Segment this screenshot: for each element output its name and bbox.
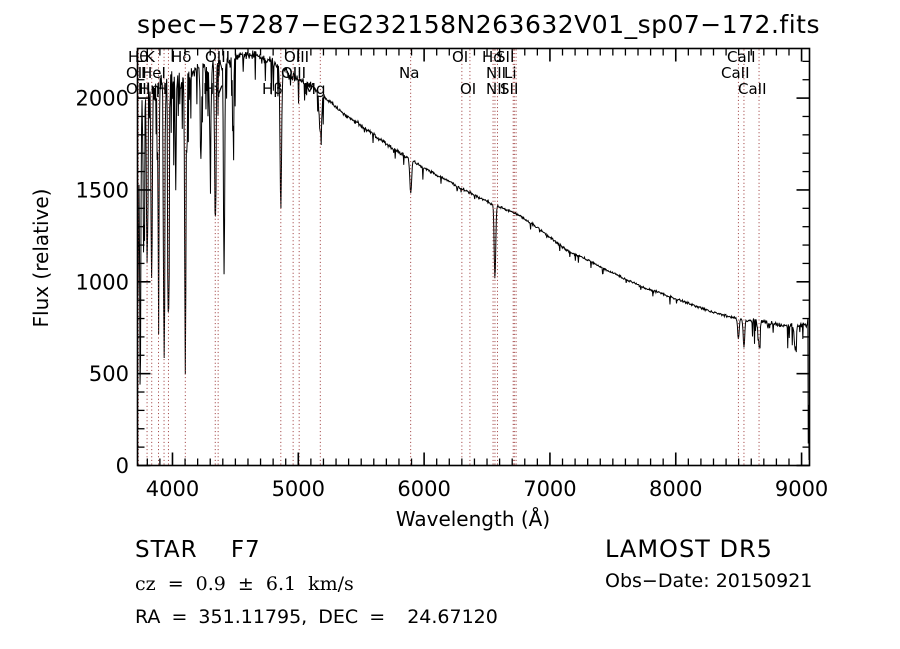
spectral-line-label: NII (486, 80, 506, 98)
spectral-line-label: HeI (141, 64, 166, 82)
spectral-line-label: SII (496, 48, 514, 66)
y-tick-label: 1000 (76, 270, 129, 294)
survey-text: LAMOST DR5 (605, 535, 773, 563)
spectral-line-label: OI (452, 48, 468, 66)
spectral-line-label: OIII (281, 64, 306, 82)
spectral-line-label: CaII (727, 48, 756, 66)
y-tick-label: 0 (116, 454, 129, 478)
x-tick-label: 7000 (523, 477, 576, 501)
spectral-line-label: H (156, 80, 167, 98)
spectral-line-label: Hθ (128, 48, 148, 66)
y-tick-label: 1500 (76, 178, 129, 202)
x-tick-label: 6000 (397, 477, 450, 501)
y-axis-label: Flux (relative) (29, 188, 53, 328)
x-tick-label: 8000 (649, 477, 702, 501)
x-tick-label: 4000 (146, 477, 199, 501)
x-tick-label: 9000 (775, 477, 828, 501)
x-tick-label: 5000 (272, 477, 325, 501)
plot-box (136, 47, 811, 467)
spectrum-trace (137, 50, 810, 460)
spectral-line-label: Hδ (171, 48, 191, 66)
spectral-line-label: Hη (139, 80, 160, 98)
spectral-line-label: Na (399, 64, 419, 82)
spectral-line-label: Hα (482, 48, 503, 66)
spectral-line-label: OII (126, 64, 147, 82)
spectral-line-label: OIII (205, 48, 230, 66)
spectral-line-label: OIII (284, 48, 309, 66)
spectral-line-label: Li (504, 64, 517, 82)
spectral-line-label: K (145, 48, 156, 66)
cz-velocity-text: cz = 0.9 ± 6.1 km/s (135, 573, 354, 595)
y-tick-label: 2000 (76, 87, 129, 111)
spectral-line-label: Hβ (262, 80, 283, 98)
object-class-text: STAR F7 (135, 537, 261, 563)
spectral-line-label: OI (460, 80, 476, 98)
y-tick-label: 500 (89, 362, 129, 386)
spectral-line-label: OII (126, 80, 147, 98)
x-axis-label: Wavelength (Å) (395, 507, 551, 531)
spectral-line-label: Mg (303, 80, 325, 98)
plot-title: spec−57287−EG232158N263632V01_sp07−172.f… (137, 10, 820, 39)
spectral-line-label: NII (486, 64, 506, 82)
obs-date-text: Obs−Date: 20150921 (605, 570, 813, 592)
spectral-line-label: CaII (738, 80, 767, 98)
ra-dec-text: RA = 351.11795, DEC = 24.67120 (135, 606, 498, 628)
spectral-line-label: SII (500, 80, 518, 98)
spectral-line-label: Hγ (203, 80, 223, 98)
spectral-line-label: CaII (721, 64, 750, 82)
